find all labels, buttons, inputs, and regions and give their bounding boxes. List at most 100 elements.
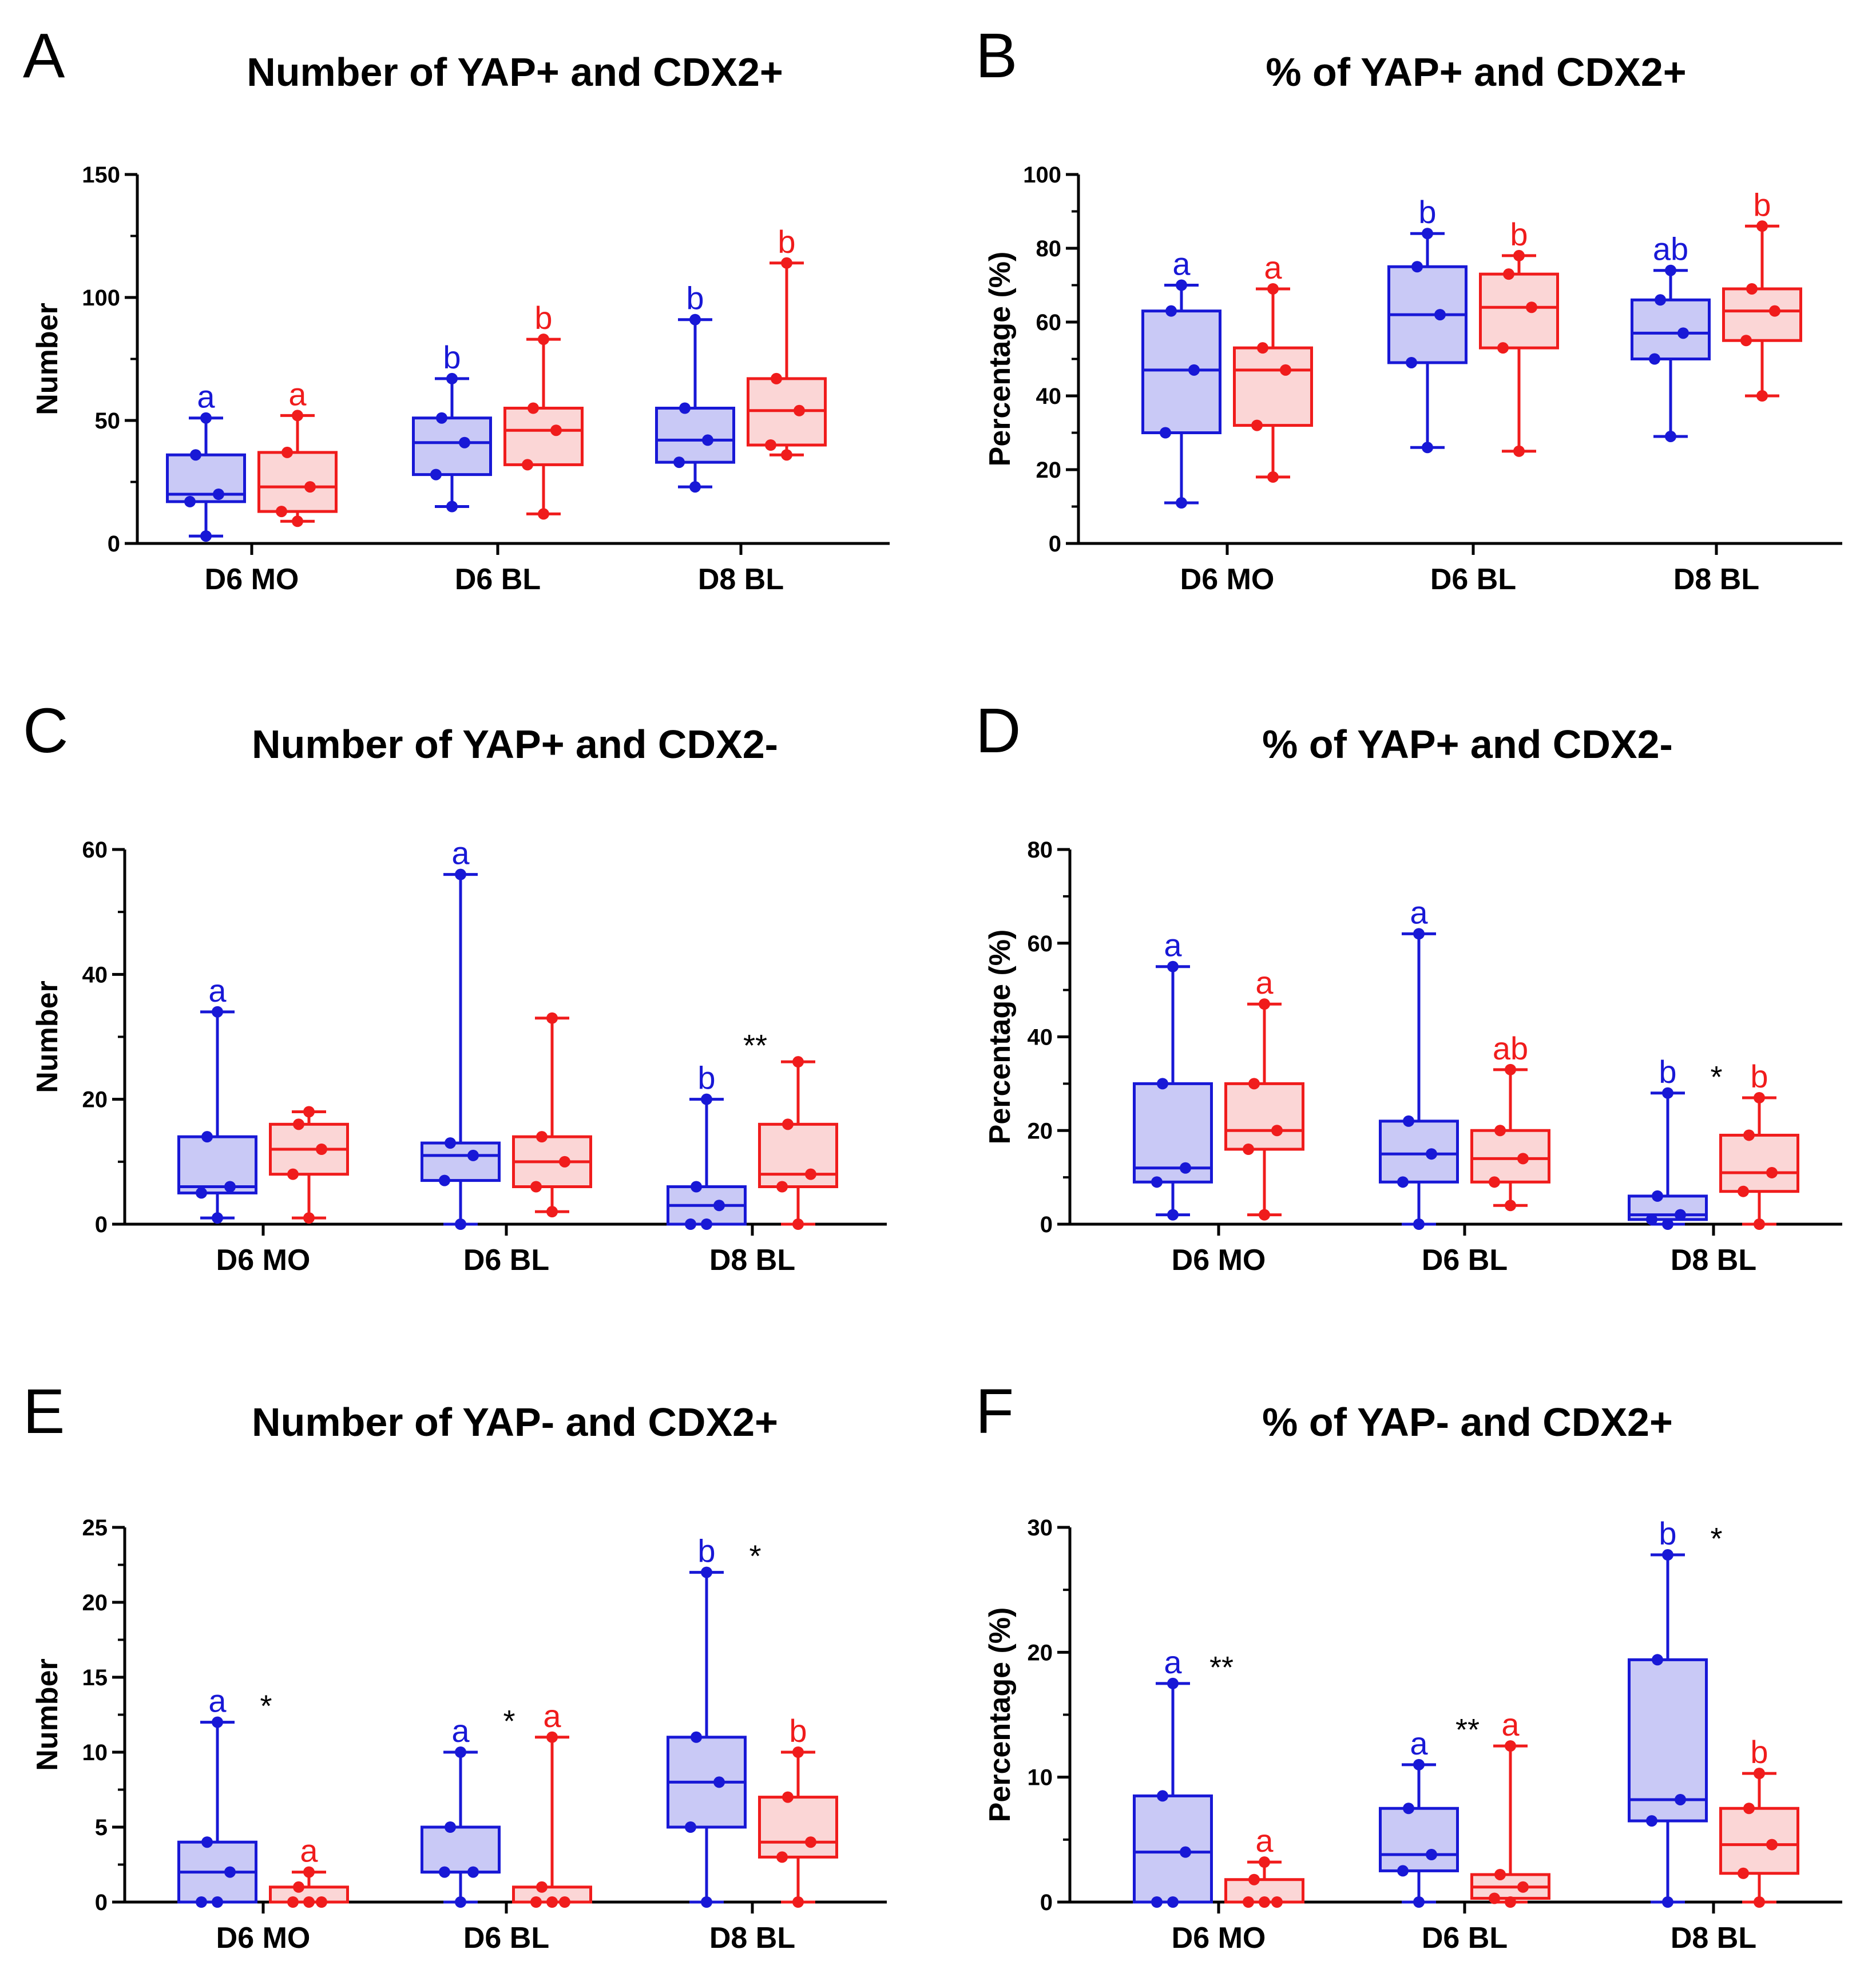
data-point [276,506,287,518]
data-point [1167,1209,1179,1221]
panel-letter: C [23,696,68,766]
significance-star: * [503,1704,515,1738]
significance-star: ** [1455,1713,1480,1747]
y-tick-label: 80 [1036,236,1062,261]
box-blue: b [667,1533,747,1908]
iqr-box [412,416,492,477]
y-tick-label: 0 [108,531,120,557]
data-point [781,257,792,269]
x-tick-label: D8 BL [1671,1244,1756,1277]
data-point [200,412,212,424]
iqr-box [1719,1807,1799,1875]
data-point [212,1212,223,1224]
data-point [1738,1185,1749,1197]
y-tick-label: 0 [1040,1890,1053,1915]
data-point [546,1206,558,1218]
data-point [446,501,458,513]
significance-letter: a [1264,249,1282,285]
box-blue: a [421,835,501,1230]
data-point [1176,279,1187,291]
chart-title: % of YAP- and CDX2+ [1262,1400,1673,1444]
data-point [1248,1873,1260,1885]
y-tick-label: 100 [1023,162,1061,188]
significance-letter: a [451,835,470,871]
data-point [771,372,782,384]
data-point [691,1181,702,1193]
data-point [436,412,447,424]
data-point [293,1881,304,1893]
data-point [1494,1125,1506,1137]
x-tick-label: D8 BL [709,1244,795,1277]
box-red [512,1012,592,1218]
data-point [1257,342,1268,354]
data-point [522,459,533,471]
significance-letter: a [1255,964,1274,1001]
data-point [196,1896,207,1908]
iqr-box [421,1141,501,1182]
y-tick-label: 0 [1049,531,1061,557]
x-tick-label: D6 BL [463,1244,549,1277]
y-tick-label: 0 [95,1212,108,1237]
y-axis-label: Percentage (%) [983,252,1017,467]
data-point [1243,1144,1254,1155]
significance-letter: a [451,1713,470,1749]
data-point [467,1866,479,1878]
x-tick-label: D6 BL [1430,563,1516,596]
box-blue: a [1379,894,1459,1230]
data-point [212,1716,223,1728]
iqr-box [1224,1082,1304,1151]
y-tick-label: 30 [1028,1515,1053,1541]
data-point [1665,264,1676,276]
iqr-box [1133,1082,1213,1184]
y-axis-label: Number [31,980,64,1093]
significance-star: * [1710,1060,1722,1094]
iqr-box [1628,1658,1708,1823]
y-tick-label: 150 [82,162,120,188]
data-point [536,1131,548,1143]
y-tick-label: 40 [1028,1025,1053,1050]
y-tick-label: 100 [82,285,120,311]
data-point [293,1118,304,1130]
iqr-box [1379,1807,1459,1872]
data-point [538,508,549,520]
data-point [776,1851,788,1863]
data-point [316,1896,327,1908]
data-point [527,402,539,414]
box-red: ab [1470,1030,1550,1212]
data-point [1259,1856,1270,1868]
data-point [1677,327,1689,339]
data-point [303,1896,315,1908]
data-point [1422,442,1433,454]
data-point [1743,1129,1755,1141]
significance-letter: a [208,972,227,1009]
data-point [765,439,776,451]
data-point [538,334,549,346]
data-point [455,1746,466,1758]
iqr-box [1631,298,1711,360]
significance-letter: b [1510,216,1528,252]
data-point [1746,283,1758,295]
y-tick-label: 60 [1036,310,1062,335]
data-point [1397,1865,1409,1877]
data-point [1662,1087,1673,1099]
significance-letter: a [197,379,215,415]
significance-star: * [1710,1522,1722,1556]
data-point [1259,998,1270,1010]
y-tick-label: 0 [95,1890,108,1915]
box-blue: a [1133,1644,1213,1908]
data-point [1151,1176,1163,1188]
data-point [287,1168,299,1180]
data-point [782,1791,794,1803]
y-tick-label: 20 [1028,1640,1053,1665]
data-point [304,481,316,493]
y-tick-label: 40 [82,962,108,987]
data-point [1754,1768,1765,1780]
data-point [455,1218,466,1230]
significance-star: ** [743,1029,767,1063]
data-point [1397,1176,1409,1188]
data-point [201,1836,213,1848]
box-blue: a [1379,1725,1459,1908]
data-point [287,1896,299,1908]
data-point [455,1896,466,1908]
data-point [1280,364,1291,376]
